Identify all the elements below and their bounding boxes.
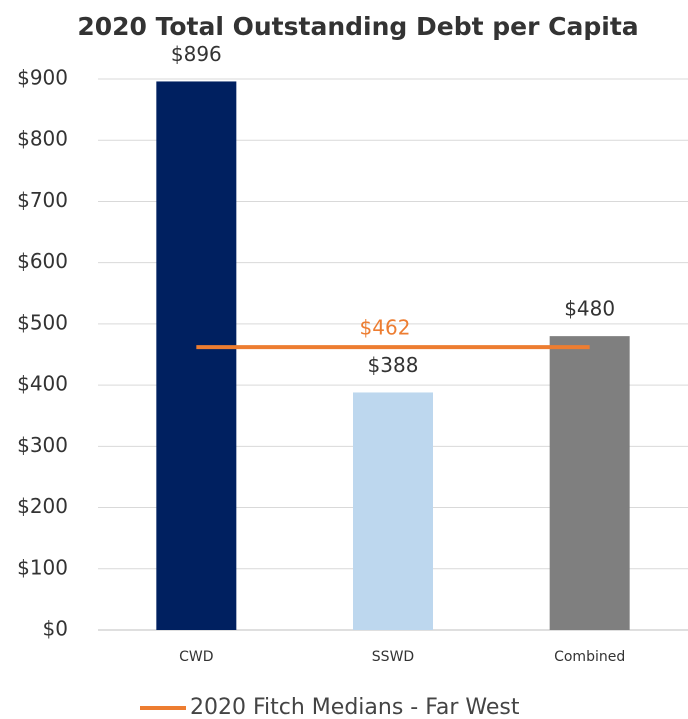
bar (353, 392, 433, 630)
value-label: $896 (171, 42, 222, 66)
x-tick-label: CWD (179, 649, 213, 665)
y-tick-label: $100 (17, 555, 68, 579)
x-tick-label: SSWD (372, 649, 414, 665)
y-tick-label: $400 (17, 372, 68, 396)
reference-label: $462 (360, 316, 411, 340)
value-label: $388 (368, 353, 419, 377)
x-tick-label: Combined (554, 649, 625, 665)
bar (156, 81, 237, 630)
y-tick-label: $600 (17, 249, 68, 273)
y-tick-label: $700 (17, 188, 68, 212)
value-label: $480 (564, 297, 615, 321)
bar (549, 336, 630, 630)
y-tick-label: $500 (17, 310, 68, 334)
y-tick-label: $0 (43, 617, 68, 641)
y-tick-label: $200 (17, 494, 68, 518)
y-tick-label: $900 (17, 66, 68, 90)
chart-title: 2020 Total Outstanding Debt per Capita (77, 12, 638, 41)
y-tick-label: $800 (17, 127, 68, 151)
y-tick-label: $300 (17, 433, 68, 457)
legend-label: 2020 Fitch Medians - Far West (190, 695, 520, 719)
